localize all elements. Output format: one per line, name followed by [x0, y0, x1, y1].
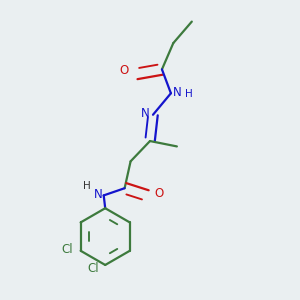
Text: N: N: [141, 107, 150, 120]
Text: O: O: [154, 188, 164, 200]
Text: N: N: [173, 86, 182, 99]
Text: H: H: [184, 89, 192, 99]
Text: O: O: [120, 64, 129, 77]
Text: Cl: Cl: [88, 262, 99, 275]
Text: Cl: Cl: [61, 243, 73, 256]
Text: H: H: [83, 181, 91, 191]
Text: N: N: [94, 188, 102, 201]
